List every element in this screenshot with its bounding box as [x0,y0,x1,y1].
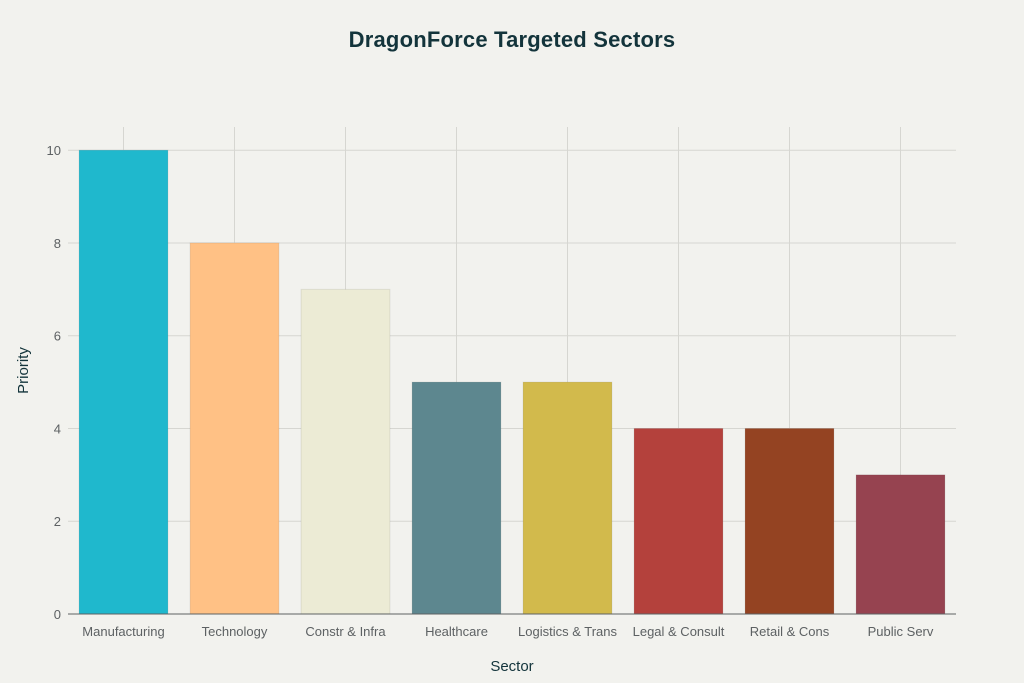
bar-manufacturing [78,149,169,615]
x-tick-label: Manufacturing [82,624,164,639]
bars [78,149,946,615]
y-tick-label: 4 [54,421,61,436]
x-axis-title: Sector [490,658,533,675]
y-tick-label: 6 [54,329,61,344]
x-tick-label: Logistics & Trans [518,624,617,639]
bar-public-serv [855,474,946,615]
y-tick-label: 10 [47,143,61,158]
x-tick-label: Technology [202,624,268,639]
bar-legal-consult [633,427,724,615]
y-axis-title: Priority [15,347,32,394]
y-tick-label: 8 [54,236,61,251]
bar-constr-infra [300,288,391,615]
y-tick-label: 2 [54,514,61,529]
bar-retail-cons [744,427,835,615]
bar-logistics-trans [522,381,613,615]
chart-title: DragonForce Targeted Sectors [348,27,676,52]
x-tick-label: Legal & Consult [633,624,725,639]
bar-healthcare [411,381,502,615]
x-tick-label: Retail & Cons [750,624,830,639]
bar-technology [189,242,280,615]
x-tick-label: Public Serv [868,624,934,639]
x-tick-label: Healthcare [425,624,488,639]
x-tick-label: Constr & Infra [305,624,386,639]
axes: 0 2 4 6 8 10 Manufacturing Technology Constr & I… [47,143,956,639]
y-tick-label: 0 [54,607,61,622]
